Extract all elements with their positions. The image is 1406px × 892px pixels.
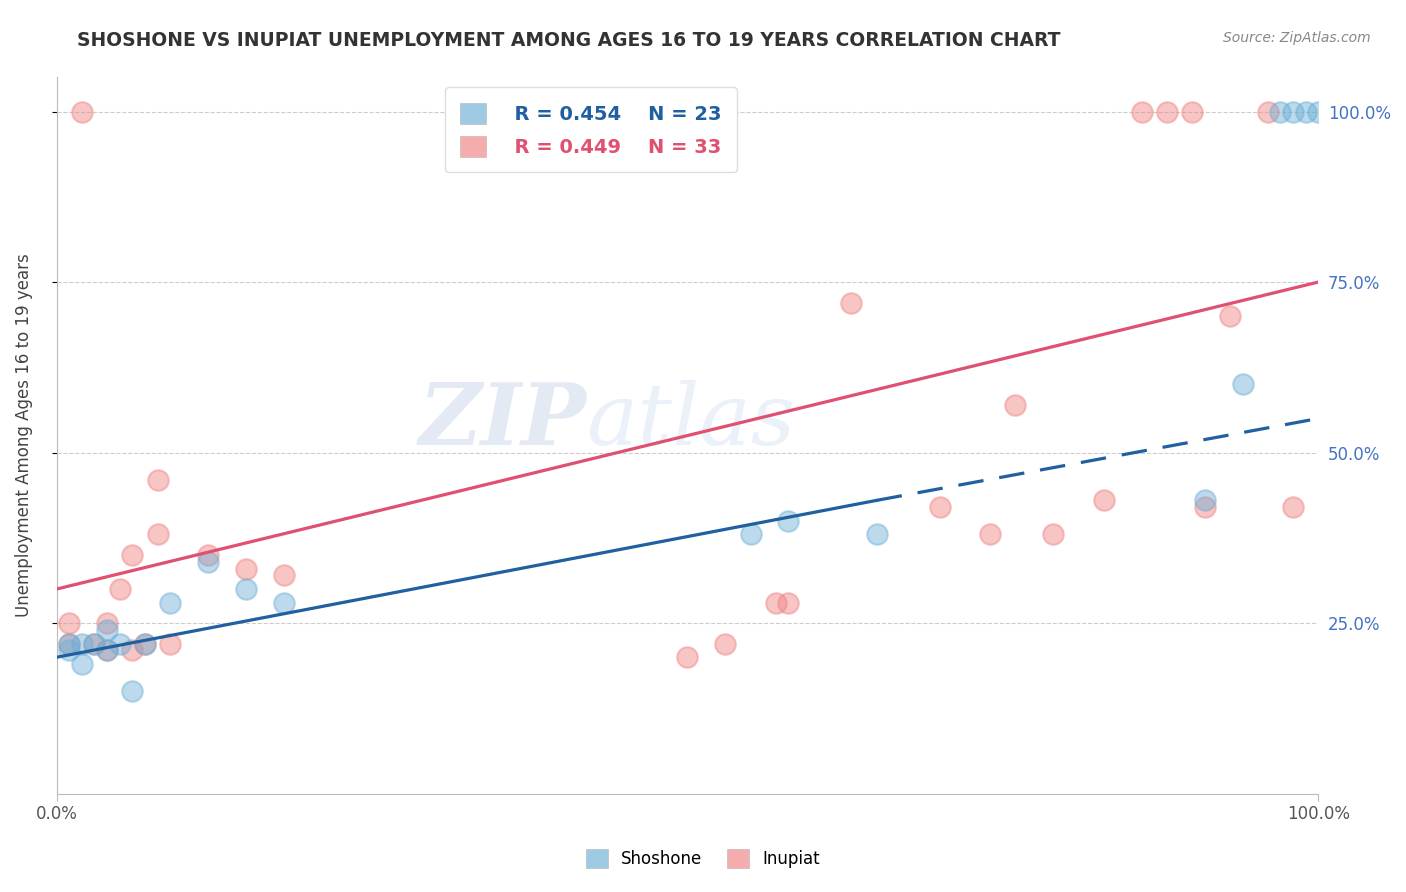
- Point: [96, 616, 118, 631]
- Y-axis label: Unemployment Among Ages 16 to 19 years: Unemployment Among Ages 16 to 19 years: [15, 253, 32, 617]
- Point: [58, 616, 80, 631]
- Point: [146, 473, 169, 487]
- Point: [108, 637, 131, 651]
- Point: [83, 637, 105, 651]
- Point: [841, 295, 863, 310]
- Point: [70, 104, 93, 119]
- Legend: Shoshone, Inupiat: Shoshone, Inupiat: [579, 843, 827, 875]
- Point: [778, 514, 800, 528]
- Point: [235, 582, 257, 596]
- Point: [1219, 309, 1241, 323]
- Point: [108, 582, 131, 596]
- Point: [928, 500, 950, 515]
- Point: [1092, 493, 1115, 508]
- Point: [676, 650, 699, 665]
- Point: [1282, 500, 1305, 515]
- Point: [1004, 398, 1026, 412]
- Point: [197, 555, 219, 569]
- Point: [1194, 493, 1216, 508]
- Point: [159, 596, 181, 610]
- Point: [70, 657, 93, 671]
- Point: [979, 527, 1001, 541]
- Point: [1232, 377, 1254, 392]
- Point: [1270, 104, 1292, 119]
- Point: [134, 637, 156, 651]
- Point: [58, 637, 80, 651]
- Point: [1156, 104, 1178, 119]
- Text: atlas: atlas: [586, 380, 796, 463]
- Legend:   R = 0.454    N = 23,   R = 0.449    N = 33: R = 0.454 N = 23, R = 0.449 N = 33: [444, 87, 737, 172]
- Point: [1257, 104, 1279, 119]
- Point: [146, 527, 169, 541]
- Point: [96, 623, 118, 637]
- Point: [83, 637, 105, 651]
- Point: [159, 637, 181, 651]
- Point: [740, 527, 762, 541]
- Point: [70, 637, 93, 651]
- Point: [273, 596, 295, 610]
- Point: [1194, 500, 1216, 515]
- Point: [58, 637, 80, 651]
- Point: [121, 548, 143, 562]
- Point: [866, 527, 889, 541]
- Point: [96, 643, 118, 657]
- Text: ZIP: ZIP: [419, 379, 586, 463]
- Point: [1295, 104, 1317, 119]
- Text: SHOSHONE VS INUPIAT UNEMPLOYMENT AMONG AGES 16 TO 19 YEARS CORRELATION CHART: SHOSHONE VS INUPIAT UNEMPLOYMENT AMONG A…: [77, 31, 1062, 50]
- Point: [58, 643, 80, 657]
- Point: [121, 643, 143, 657]
- Point: [134, 637, 156, 651]
- Point: [1042, 527, 1064, 541]
- Point: [273, 568, 295, 582]
- Point: [778, 596, 800, 610]
- Point: [765, 596, 787, 610]
- Point: [96, 643, 118, 657]
- Point: [714, 637, 737, 651]
- Point: [197, 548, 219, 562]
- Point: [235, 561, 257, 575]
- Text: Source: ZipAtlas.com: Source: ZipAtlas.com: [1223, 31, 1371, 45]
- Point: [121, 684, 143, 698]
- Point: [1308, 104, 1330, 119]
- Point: [1130, 104, 1153, 119]
- Point: [1181, 104, 1204, 119]
- Point: [1282, 104, 1305, 119]
